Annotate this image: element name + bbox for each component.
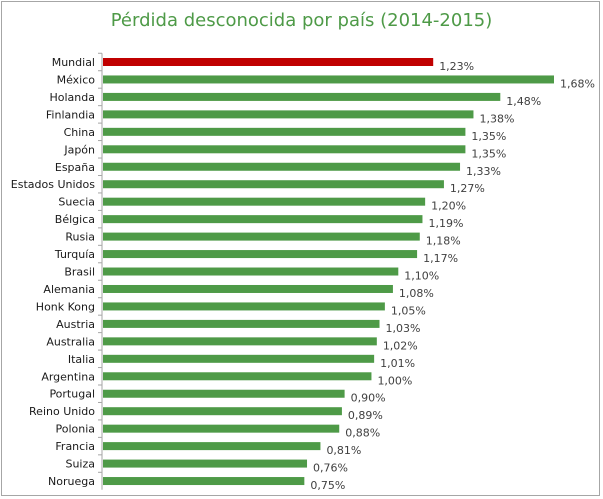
bar-11 (103, 250, 418, 259)
category-label: Suiza (65, 458, 95, 471)
category-label: Finlandia (46, 108, 95, 121)
value-label: 1,00% (377, 374, 412, 387)
bar-16 (103, 337, 377, 346)
category-label: Suecia (58, 196, 95, 209)
bar-6 (103, 162, 461, 171)
value-label: 0,76% (313, 462, 348, 475)
bar-15 (103, 319, 380, 328)
bar-0 (103, 58, 434, 66)
bar-2 (103, 92, 501, 101)
value-label: 0,89% (348, 409, 383, 422)
value-label: 1,33% (466, 165, 501, 178)
value-label: 1,17% (423, 252, 458, 265)
bar-4 (103, 127, 466, 136)
bar-20 (103, 407, 342, 416)
category-label: Reino Unido (29, 405, 95, 418)
bar-5 (103, 145, 466, 154)
value-label: 1,19% (428, 217, 463, 230)
value-label: 1,01% (380, 357, 415, 370)
value-label: 1,48% (506, 95, 541, 108)
bar-8 (103, 197, 426, 206)
value-label: 1,68% (560, 77, 595, 90)
bar-10 (103, 232, 420, 241)
category-label: Italia (68, 353, 95, 366)
value-label: 0,75% (310, 479, 345, 492)
bar-13 (103, 284, 393, 293)
category-label: Portugal (49, 388, 95, 401)
category-label: Mundial (52, 56, 95, 69)
bar-23 (103, 459, 308, 468)
value-label: 1,38% (479, 112, 514, 125)
value-label: 0,88% (345, 427, 380, 440)
bar-1 (103, 75, 554, 84)
value-label: 0,81% (326, 444, 361, 457)
category-label: Brasil (64, 266, 95, 279)
value-label: 1,20% (431, 200, 466, 213)
category-label: Turquía (54, 248, 95, 261)
category-label: Bélgica (55, 213, 95, 226)
category-label: Noruega (48, 475, 95, 488)
bar-24 (103, 477, 305, 486)
category-label: Australia (46, 335, 95, 348)
value-label: 1,05% (391, 304, 426, 317)
value-label: 1,08% (399, 287, 434, 300)
category-label: Austria (56, 318, 95, 331)
bar-3 (103, 110, 474, 119)
category-label: Argentina (41, 370, 95, 383)
value-label: 1,27% (450, 182, 485, 195)
chart-title: Pérdida desconocida por país (2014-2015) (110, 10, 493, 31)
bar-22 (103, 442, 321, 451)
category-label: China (64, 126, 95, 139)
bar-19 (103, 389, 345, 398)
category-label: Polonia (55, 423, 95, 436)
category-label: México (57, 73, 96, 86)
value-label: 1,02% (383, 339, 418, 352)
value-label: 1,23% (439, 60, 474, 73)
category-label: Francia (55, 440, 95, 453)
value-label: 1,35% (471, 147, 506, 160)
bar-7 (103, 180, 444, 189)
bar-12 (103, 267, 399, 276)
category-label: Honk Kong (36, 300, 95, 313)
bar-21 (103, 424, 340, 433)
value-label: 1,10% (404, 270, 439, 283)
value-label: 1,03% (386, 322, 421, 335)
category-label: Japón (63, 143, 95, 156)
category-label: Rusia (65, 231, 95, 244)
category-label: España (55, 161, 95, 174)
value-label: 1,35% (471, 130, 506, 143)
category-label: Alemania (43, 283, 95, 296)
category-label: Holanda (50, 91, 96, 104)
value-label: 0,90% (351, 392, 386, 405)
bar-9 (103, 215, 423, 224)
value-label: 1,18% (426, 235, 461, 248)
bar-14 (103, 302, 385, 311)
bar-17 (103, 354, 375, 363)
bar-18 (103, 372, 372, 381)
category-label: Estados Unidos (11, 178, 95, 191)
